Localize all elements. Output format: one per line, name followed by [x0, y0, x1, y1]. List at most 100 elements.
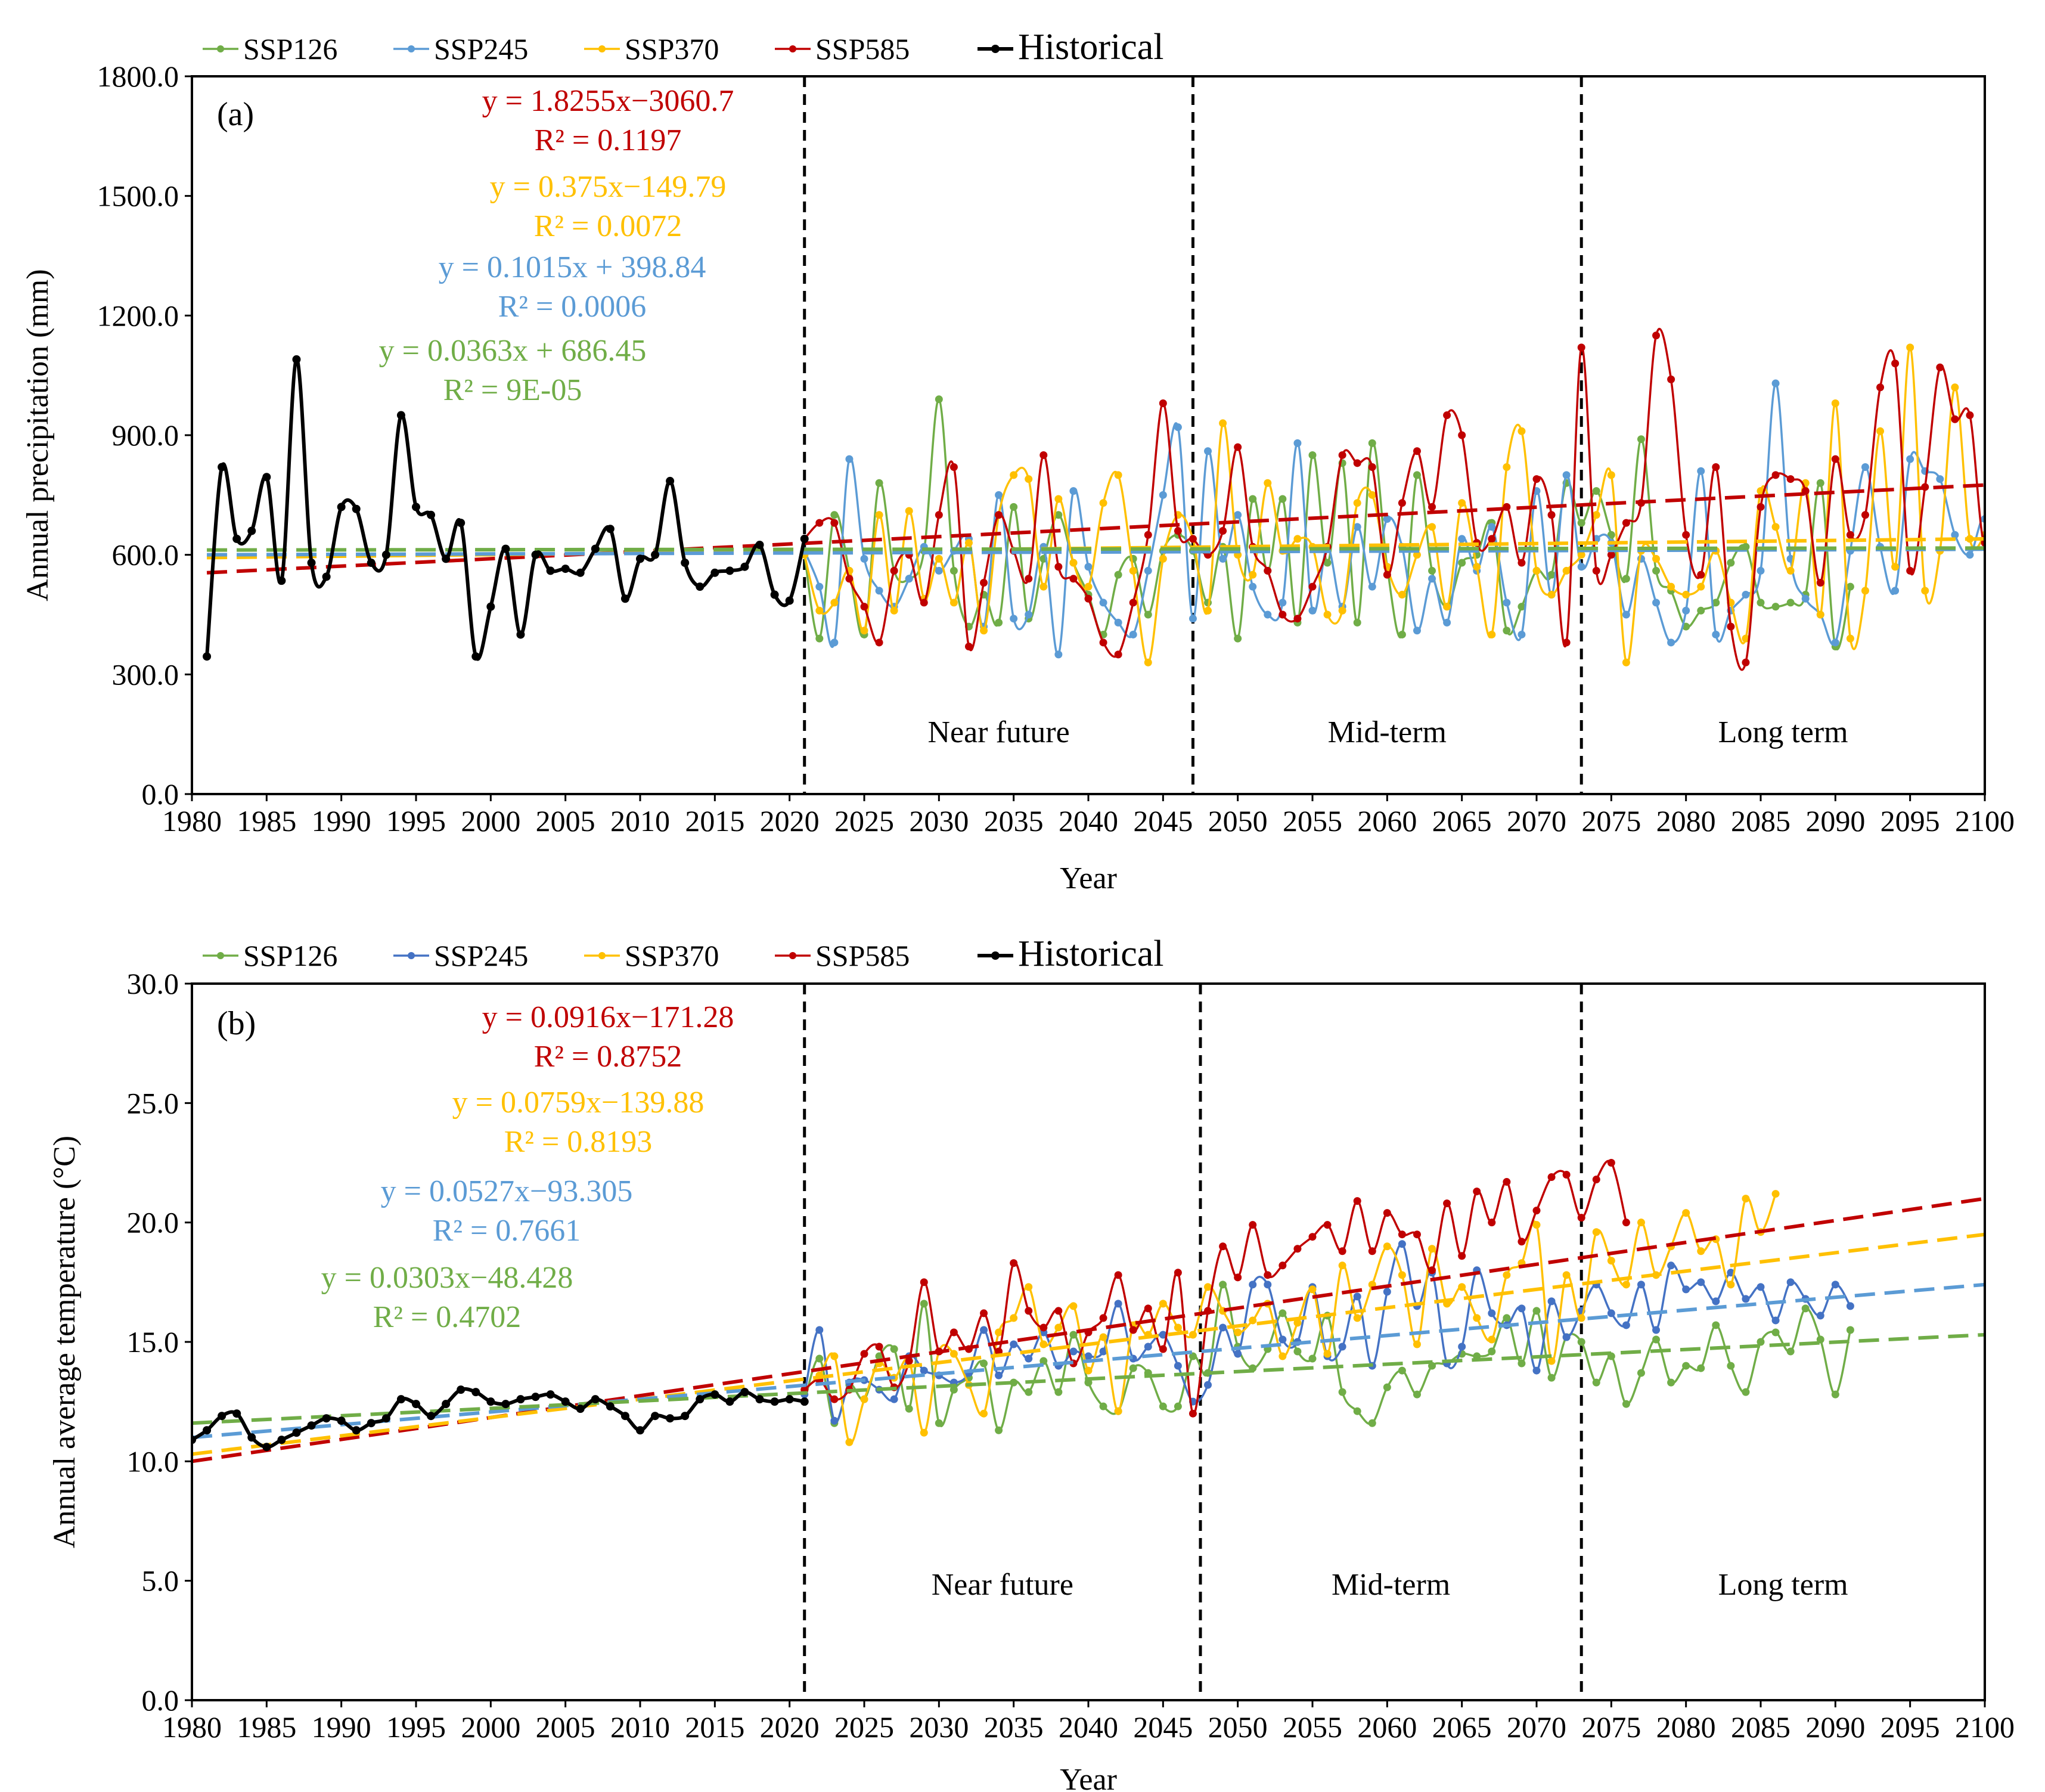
data-point-ssp370	[1368, 491, 1376, 499]
data-point-ssp370	[1518, 427, 1526, 435]
data-point-historical	[352, 504, 361, 513]
data-point-ssp245	[1188, 615, 1197, 623]
data-point-ssp126	[1308, 1354, 1317, 1363]
trend-equation-ssp245: y = 0.1015x + 398.84	[439, 250, 706, 284]
data-point-ssp245	[1682, 1285, 1690, 1294]
x-tick-label: 2000	[461, 1710, 520, 1744]
data-point-ssp585	[875, 1343, 883, 1351]
x-tick-label: 2025	[834, 1710, 894, 1744]
data-point-ssp126	[1368, 1419, 1376, 1427]
data-point-historical	[606, 525, 615, 534]
x-tick-label: 2005	[536, 804, 595, 838]
x-tick-label: 2000	[461, 804, 520, 838]
data-point-ssp126	[920, 1300, 928, 1308]
data-point-ssp585	[1025, 1307, 1033, 1315]
data-point-historical	[367, 1419, 376, 1428]
series-ssp126	[800, 1281, 1854, 1434]
data-point-ssp245	[1084, 563, 1093, 571]
x-tick-label: 2055	[1283, 1710, 1342, 1744]
data-point-ssp585	[1518, 559, 1526, 567]
data-point-ssp585	[1428, 503, 1436, 511]
series-ssp245	[800, 1240, 1854, 1425]
data-point-ssp585	[1308, 582, 1317, 591]
data-point-ssp126	[1114, 571, 1122, 579]
data-point-ssp126	[1054, 511, 1063, 519]
data-point-ssp585	[1084, 594, 1093, 603]
data-point-ssp126	[949, 566, 958, 575]
data-point-ssp126	[1368, 439, 1376, 447]
data-point-ssp585	[1383, 571, 1391, 579]
y-tick-label: 1800.0	[97, 60, 179, 93]
data-point-ssp126	[1547, 1374, 1556, 1382]
data-point-ssp245	[1010, 615, 1018, 623]
data-point-ssp370	[1622, 1281, 1630, 1289]
data-point-ssp370	[905, 507, 913, 515]
data-point-historical	[561, 1397, 570, 1406]
y-tick-label: 20.0	[127, 1206, 179, 1239]
data-point-ssp126	[935, 1419, 943, 1427]
x-tick-label: 1995	[386, 804, 446, 838]
data-point-ssp370	[1742, 1195, 1750, 1203]
data-point-ssp245	[980, 1326, 988, 1334]
data-point-ssp245	[1278, 1335, 1287, 1344]
data-point-historical	[800, 534, 809, 543]
x-tick-label: 2080	[1656, 1710, 1716, 1744]
data-point-historical	[785, 1395, 794, 1404]
data-point-ssp585	[1264, 566, 1272, 575]
data-point-ssp370	[830, 1352, 839, 1360]
data-point-ssp370	[1846, 634, 1854, 643]
data-point-historical	[352, 1426, 361, 1435]
panel-label: (b)	[217, 1005, 256, 1042]
x-tick-label: 2075	[1581, 804, 1641, 838]
data-point-ssp370	[1398, 591, 1406, 599]
data-point-historical	[725, 566, 734, 575]
data-point-ssp370	[1771, 523, 1780, 531]
data-point-ssp245	[1308, 606, 1317, 615]
data-point-ssp245	[1518, 1304, 1526, 1313]
data-point-ssp585	[1039, 1323, 1048, 1332]
data-point-ssp126	[1323, 559, 1332, 567]
data-point-ssp245	[1353, 1292, 1361, 1301]
data-point-ssp370	[1473, 1314, 1481, 1322]
data-point-ssp585	[1906, 566, 1914, 575]
data-point-ssp585	[980, 1309, 988, 1317]
data-point-ssp370	[1637, 1219, 1645, 1227]
data-point-ssp126	[1188, 1352, 1197, 1360]
data-point-ssp245	[1293, 439, 1302, 447]
data-point-ssp370	[1488, 1335, 1496, 1344]
data-point-ssp585	[1129, 599, 1137, 607]
data-point-ssp245	[1264, 610, 1272, 619]
trend-equation-ssp370: y = 0.375x−149.79	[490, 170, 727, 204]
trend-r2-ssp585: R² = 0.8752	[534, 1040, 682, 1074]
data-point-ssp245	[1757, 566, 1765, 575]
data-point-historical	[247, 1433, 256, 1442]
x-tick-label: 2090	[1805, 1710, 1865, 1744]
data-point-ssp370	[1249, 571, 1257, 579]
data-point-ssp126	[980, 1359, 988, 1368]
x-tick-label: 2005	[536, 1710, 595, 1744]
temperature-chart: 0.0 5.0 10.0 15.0 20.0 25.0 30.0 1980 1985 1990 19…	[48, 934, 2015, 1792]
data-point-ssp126	[1577, 519, 1585, 527]
data-point-ssp585	[1607, 1159, 1615, 1167]
data-point-ssp370	[1547, 1357, 1556, 1365]
data-point-ssp370	[815, 606, 824, 615]
data-point-ssp585	[1039, 451, 1048, 459]
data-point-ssp126	[1667, 1378, 1675, 1387]
legend-label: SSP585	[815, 939, 910, 972]
data-point-historical	[262, 473, 271, 482]
data-point-ssp126	[1234, 634, 1242, 643]
data-point-ssp585	[1682, 531, 1690, 539]
data-point-ssp370	[1622, 658, 1630, 666]
x-tick-label: 2040	[1059, 1710, 1118, 1744]
data-point-ssp126	[1547, 571, 1556, 579]
data-point-historical	[486, 1397, 495, 1406]
data-point-ssp370	[1010, 1314, 1018, 1322]
data-point-ssp245	[1219, 1323, 1227, 1332]
data-point-ssp370	[995, 1328, 1003, 1337]
data-point-historical	[606, 1402, 615, 1411]
data-point-ssp370	[949, 599, 958, 607]
data-point-ssp245	[1144, 1343, 1152, 1351]
data-point-ssp585	[1951, 415, 1959, 423]
trendline-ssp585	[206, 483, 1985, 575]
data-point-ssp245	[830, 638, 839, 647]
